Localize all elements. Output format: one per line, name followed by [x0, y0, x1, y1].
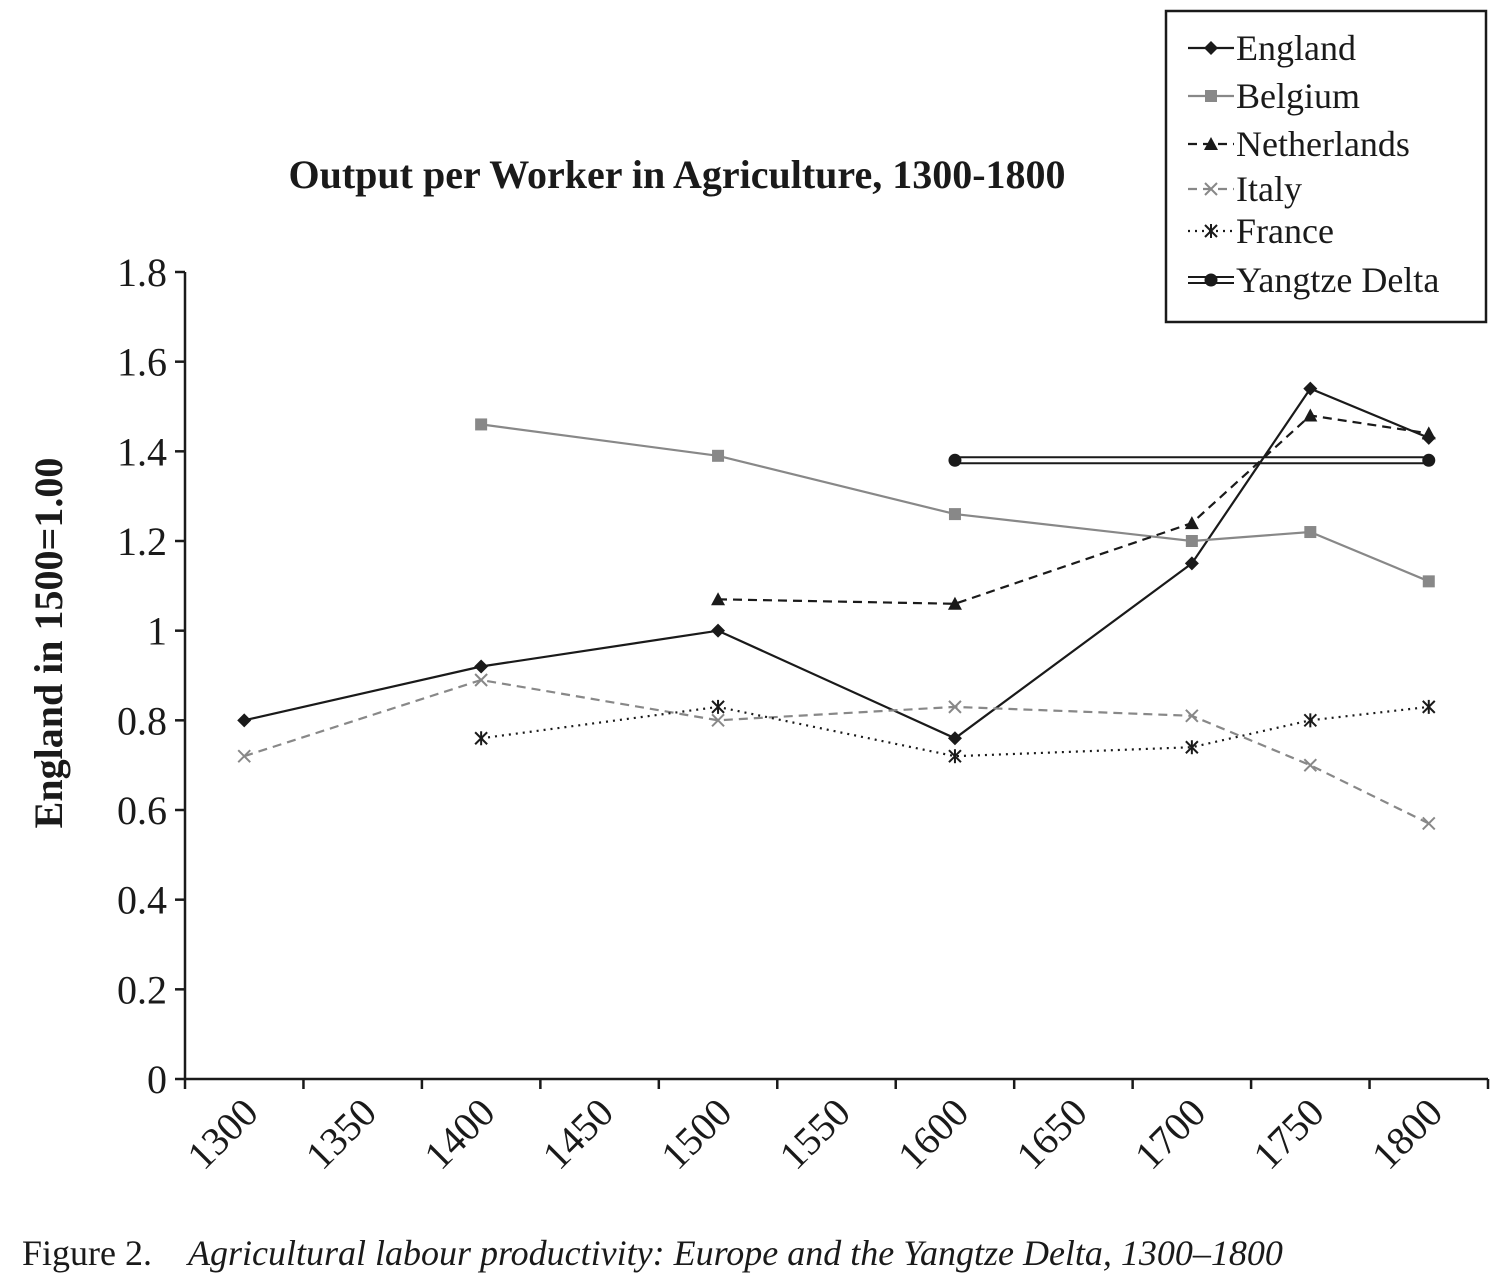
x-tick-label: 1650	[1007, 1090, 1095, 1178]
series-belgium	[475, 418, 1435, 588]
caption-label: Figure 2.	[22, 1233, 152, 1273]
x-tick-label: 1700	[1126, 1090, 1214, 1178]
data-point-italy	[474, 673, 488, 687]
legend-label-england: England	[1236, 28, 1356, 68]
series-line-belgium	[480, 423, 1430, 583]
legend-marker-italy	[1204, 182, 1218, 196]
data-point-france	[1422, 699, 1436, 714]
legend-label-belgium: Belgium	[1236, 76, 1360, 116]
legend-item-england: England	[1188, 28, 1356, 68]
y-tick-label: 1.6	[117, 340, 167, 385]
y-tick-label: 0.4	[117, 878, 167, 923]
data-point-england	[474, 659, 489, 674]
data-point-netherlands	[1421, 426, 1436, 440]
data-point-france	[474, 731, 488, 746]
data-point-italy	[948, 700, 962, 714]
legend-marker-netherlands	[1204, 137, 1218, 150]
x-tick-label: 1800	[1363, 1090, 1451, 1178]
x-tick-label: 1350	[297, 1090, 385, 1178]
y-axis-label: England in 1500=1.00	[26, 458, 71, 829]
data-point-yangtze-delta	[948, 453, 962, 467]
x-tick-label: 1600	[889, 1090, 977, 1178]
legend-marker-belgium	[1205, 90, 1217, 102]
legend-marker-england	[1204, 41, 1218, 55]
data-point-france	[711, 699, 725, 714]
data-point-italy	[1185, 709, 1199, 723]
data-point-netherlands	[711, 592, 726, 606]
figure-caption: Figure 2. Agricultural labour productivit…	[22, 1232, 1283, 1274]
legend-marker-france	[1204, 224, 1218, 238]
y-tick-label: 1.8	[117, 250, 167, 295]
legend-marker-yangtze-delta	[1204, 273, 1218, 287]
x-tick-label: 1500	[652, 1090, 740, 1178]
series-line-england	[243, 387, 1430, 740]
y-tick-label: 0	[147, 1057, 167, 1102]
data-point-yangtze-delta	[1422, 453, 1436, 467]
data-point-italy	[1303, 758, 1318, 772]
x-tick-label: 1550	[770, 1090, 858, 1178]
data-point-netherlands	[947, 596, 962, 610]
data-point-italy	[711, 713, 725, 728]
data-point-france	[1303, 713, 1318, 728]
chart-title: Output per Worker in Agriculture, 1300-1…	[288, 152, 1065, 197]
legend-item-france: France	[1188, 211, 1334, 251]
x-tick-label: 1400	[415, 1090, 503, 1178]
data-point-england	[1184, 556, 1199, 571]
series-yangtze-delta	[948, 453, 1436, 467]
y-tick-label: 1.4	[117, 429, 167, 474]
y-tick-label: 0.6	[117, 788, 167, 833]
series-line-netherlands	[717, 414, 1429, 605]
data-point-france	[948, 749, 962, 764]
series-netherlands	[711, 408, 1436, 610]
data-point-belgium	[475, 418, 488, 431]
data-point-belgium	[1422, 575, 1435, 588]
caption-text: Agricultural labour productivity: Europe…	[188, 1233, 1283, 1273]
data-point-belgium	[712, 449, 725, 462]
data-point-belgium	[948, 508, 961, 521]
legend-box	[1164, 9, 1488, 324]
series-france	[474, 699, 1436, 764]
series-italy	[237, 673, 1436, 831]
y-tick-label: 0.2	[117, 967, 167, 1012]
data-point-england	[237, 713, 252, 728]
data-point-italy	[1422, 816, 1436, 831]
legend-label-france: France	[1236, 211, 1334, 251]
data-point-netherlands	[1184, 516, 1199, 530]
series-england	[237, 381, 1436, 746]
x-tick-label: 1300	[178, 1090, 266, 1178]
data-point-england	[947, 731, 962, 746]
data-point-italy	[237, 749, 251, 763]
legend-label-italy: Italy	[1236, 169, 1302, 209]
data-point-netherlands	[1303, 408, 1318, 422]
legend-item-netherlands: Netherlands	[1188, 124, 1410, 164]
y-tick-label: 1.2	[117, 519, 167, 564]
x-tick-label: 1450	[534, 1090, 622, 1178]
data-point-belgium	[1304, 526, 1317, 539]
data-point-belgium	[1185, 535, 1198, 547]
y-tick-label: 1	[147, 609, 167, 654]
data-point-france	[1185, 740, 1199, 755]
x-tick-label: 1750	[1244, 1090, 1332, 1178]
axes: 0 0.2 0.4 0.6 0.8 1 1.2 1.4 1.6 1.8 1300 1350 1400 14…	[117, 250, 1490, 1178]
legend-label-yangtze-delta: Yangtze Delta	[1236, 260, 1439, 300]
legend-item-yangtze-delta: Yangtze Delta	[1188, 260, 1439, 300]
chart: Output per Worker in Agriculture, 1300-1…	[26, 9, 1490, 1178]
legend-item-italy: Italy	[1188, 169, 1302, 209]
legend-item-belgium: Belgium	[1188, 76, 1360, 116]
legend-label-netherlands: Netherlands	[1236, 124, 1410, 164]
series-layer	[237, 381, 1436, 831]
data-point-england	[1303, 381, 1318, 396]
y-tick-label: 0.8	[117, 698, 167, 743]
series-line-italy	[243, 678, 1430, 825]
data-point-england	[711, 623, 726, 638]
